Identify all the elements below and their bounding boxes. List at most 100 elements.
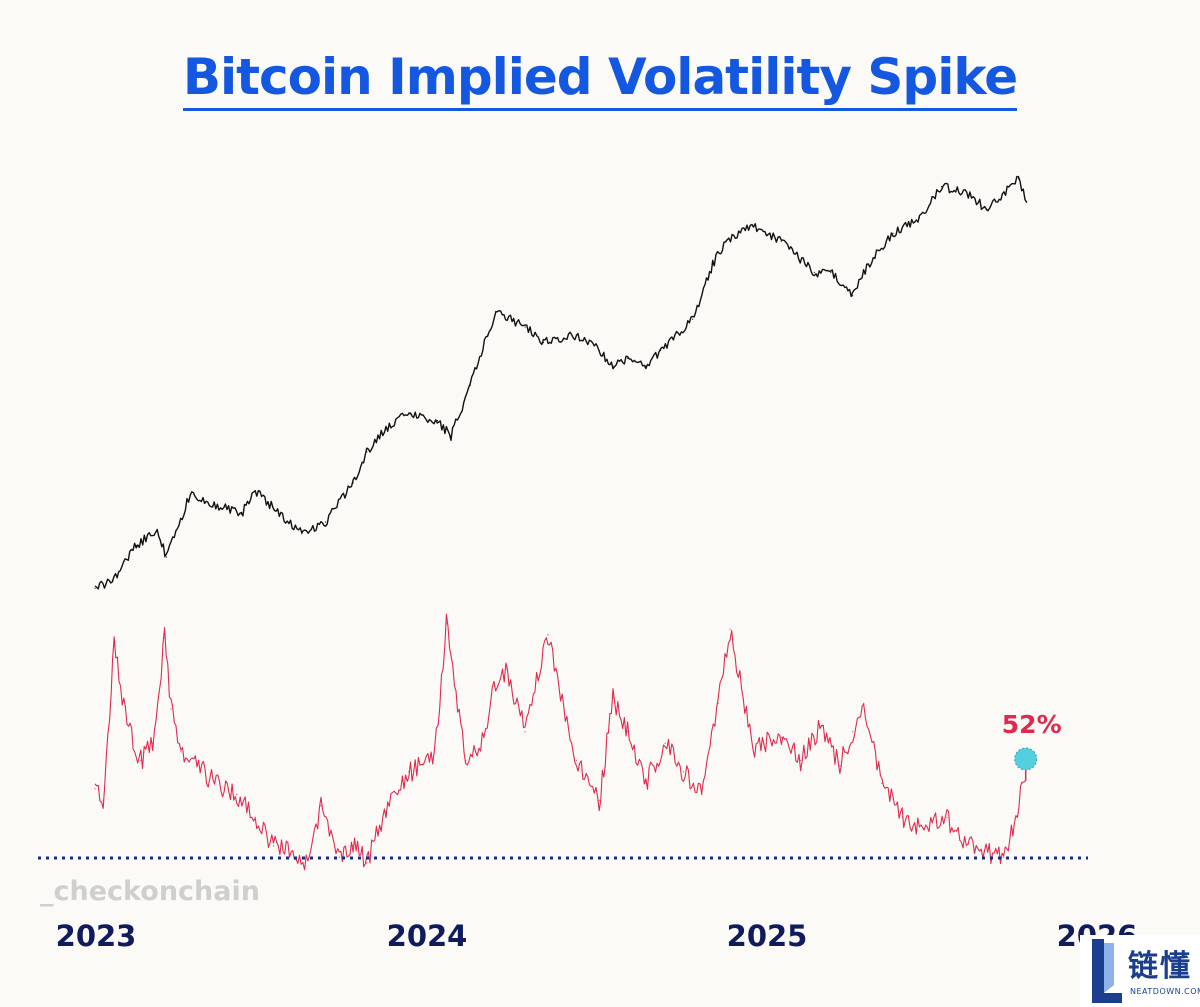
iv-point-24 bbox=[465, 759, 467, 761]
iv-point-7 bbox=[170, 708, 172, 710]
iv-point-30 bbox=[575, 759, 578, 761]
iv-point-18 bbox=[366, 862, 368, 864]
price-point-35 bbox=[867, 264, 869, 266]
callout-marker bbox=[1014, 747, 1038, 771]
iv-point-45 bbox=[852, 731, 854, 733]
price-point-20 bbox=[542, 342, 545, 344]
price-point-16 bbox=[469, 384, 471, 387]
price-point-23 bbox=[612, 365, 614, 367]
price-point-40 bbox=[985, 209, 988, 211]
watermark: _checkonchain bbox=[40, 876, 260, 907]
price-point-37 bbox=[918, 217, 921, 219]
price-point-11 bbox=[366, 451, 368, 453]
price-point-24 bbox=[627, 357, 629, 359]
neatdown-logo: 链懂 NEATDOWN.COM bbox=[1080, 935, 1200, 1007]
price-point-10 bbox=[352, 482, 354, 484]
x-tick-label-2023: 2023 bbox=[56, 919, 137, 953]
price-point-2 bbox=[135, 544, 137, 547]
price-point-19 bbox=[524, 326, 526, 328]
iv-point-54 bbox=[1016, 816, 1019, 818]
iv-point-34 bbox=[645, 782, 647, 784]
price-point-0 bbox=[94, 587, 96, 589]
implied-volatility-line bbox=[94, 613, 1027, 871]
price-point-12 bbox=[385, 427, 387, 429]
iv-point-35 bbox=[664, 742, 666, 744]
iv-point-52 bbox=[983, 850, 986, 853]
iv-point-38 bbox=[717, 702, 719, 704]
price-point-18 bbox=[495, 310, 497, 312]
iv-point-28 bbox=[524, 731, 526, 733]
price-point-33 bbox=[830, 271, 832, 273]
price-point-25 bbox=[645, 365, 647, 367]
iv-point-53 bbox=[1003, 856, 1005, 858]
iv-point-4 bbox=[140, 759, 142, 761]
iv-point-21 bbox=[432, 759, 434, 761]
logo-text-en: NEATDOWN.COM bbox=[1130, 987, 1200, 996]
price-point-26 bbox=[660, 349, 662, 351]
iv-point-39 bbox=[729, 628, 731, 630]
iv-point-37 bbox=[701, 793, 703, 796]
iv-point-55 bbox=[1021, 782, 1023, 784]
iv-point-3 bbox=[126, 722, 128, 724]
price-point-29 bbox=[724, 240, 727, 242]
price-point-6 bbox=[240, 513, 242, 515]
iv-point-47 bbox=[881, 782, 883, 784]
price-point-8 bbox=[301, 533, 303, 535]
btc-price-layer bbox=[94, 175, 1028, 590]
iv-point-31 bbox=[598, 799, 600, 801]
x-tick-label-2024: 2024 bbox=[387, 919, 468, 953]
iv-point-9 bbox=[212, 779, 214, 781]
iv-point-0 bbox=[94, 788, 96, 790]
price-point-27 bbox=[692, 318, 694, 320]
price-point-38 bbox=[940, 186, 943, 188]
iv-point-51 bbox=[965, 845, 967, 847]
iv-point-23 bbox=[445, 622, 447, 625]
iv-point-33 bbox=[627, 731, 629, 733]
iv-point-8 bbox=[180, 751, 182, 753]
iv-point-20 bbox=[408, 771, 410, 773]
price-point-42 bbox=[1026, 201, 1028, 203]
iv-point-36 bbox=[682, 771, 685, 773]
price-point-4 bbox=[165, 556, 167, 558]
iv-point-2 bbox=[113, 645, 115, 647]
chart-title: Bitcoin Implied Volatility Spike bbox=[182, 48, 1018, 111]
iv-point-10 bbox=[236, 793, 238, 796]
price-point-30 bbox=[749, 225, 751, 227]
iv-point-50 bbox=[946, 816, 948, 818]
iv-point-29 bbox=[547, 634, 549, 636]
iv-point-42 bbox=[800, 759, 802, 761]
price-point-39 bbox=[969, 193, 971, 195]
iv-point-43 bbox=[821, 725, 823, 727]
price-point-5 bbox=[189, 494, 191, 496]
implied-volatility-layer bbox=[94, 613, 1027, 871]
iv-point-46 bbox=[863, 702, 865, 704]
price-point-21 bbox=[575, 334, 578, 336]
price-point-36 bbox=[892, 232, 894, 234]
iv-point-14 bbox=[304, 868, 306, 870]
iv-point-13 bbox=[292, 850, 294, 853]
iv-point-5 bbox=[152, 742, 154, 744]
iv-point-15 bbox=[320, 805, 322, 807]
price-point-34 bbox=[852, 295, 854, 297]
iv-point-40 bbox=[752, 748, 754, 750]
price-point-28 bbox=[712, 264, 714, 266]
iv-point-41 bbox=[780, 736, 783, 739]
price-point-7 bbox=[254, 490, 256, 492]
iv-point-44 bbox=[839, 765, 841, 767]
iv-point-27 bbox=[505, 668, 507, 670]
iv-point-17 bbox=[352, 845, 354, 847]
price-point-9 bbox=[325, 521, 327, 523]
price-point-3 bbox=[156, 529, 158, 531]
page-title: Bitcoin Implied Volatility Spike bbox=[0, 48, 1200, 111]
iv-point-32 bbox=[612, 697, 614, 699]
iv-point-12 bbox=[272, 845, 275, 847]
logo-text-cn: 链懂 bbox=[1128, 949, 1192, 984]
iv-point-6 bbox=[164, 637, 166, 639]
price-point-15 bbox=[450, 435, 452, 437]
x-axis: 2023202420252026 bbox=[56, 919, 1138, 953]
price-point-1 bbox=[111, 579, 113, 582]
iv-point-26 bbox=[493, 685, 495, 687]
iv-point-49 bbox=[923, 828, 925, 830]
price-point-41 bbox=[1017, 178, 1020, 180]
